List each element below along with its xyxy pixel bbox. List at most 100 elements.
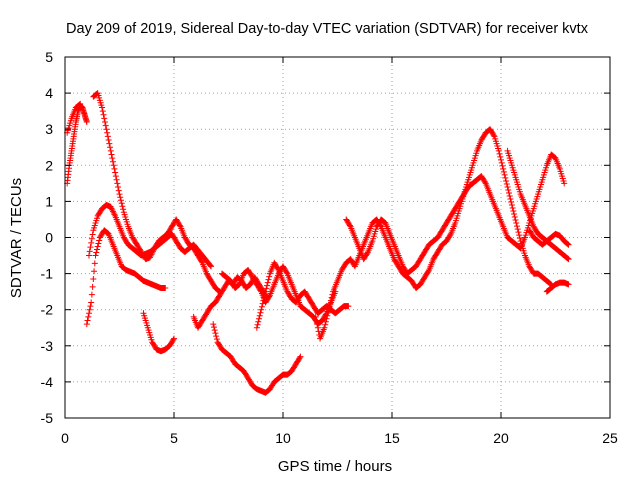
data-point xyxy=(565,281,572,288)
data-points xyxy=(64,90,572,396)
series-sat-o xyxy=(543,279,572,295)
data-point xyxy=(325,306,332,313)
data-point xyxy=(482,179,489,186)
data-point xyxy=(511,214,518,221)
data-point xyxy=(507,195,514,202)
data-point xyxy=(234,282,241,289)
data-point xyxy=(505,186,512,193)
data-point xyxy=(88,235,95,242)
data-point xyxy=(264,282,271,289)
data-point xyxy=(564,241,571,248)
data-point xyxy=(257,287,264,294)
data-point xyxy=(261,294,268,301)
data-point xyxy=(103,126,110,133)
series-sat-k xyxy=(312,126,555,342)
data-point xyxy=(213,336,220,343)
data-point xyxy=(101,118,108,125)
data-point xyxy=(447,232,454,239)
y-tick-label: 3 xyxy=(45,121,53,137)
y-tick-label: -1 xyxy=(41,266,54,282)
data-point xyxy=(327,300,334,307)
data-point xyxy=(565,256,572,263)
data-point xyxy=(84,317,91,324)
series-sat-b xyxy=(64,100,84,136)
y-tick-label: 1 xyxy=(45,193,53,209)
data-point xyxy=(490,132,497,139)
data-point xyxy=(257,309,264,316)
data-point xyxy=(322,321,329,328)
data-point xyxy=(117,197,124,204)
data-point xyxy=(87,244,94,251)
data-point xyxy=(95,240,102,247)
x-tick-label: 25 xyxy=(602,430,618,446)
data-point xyxy=(94,243,101,250)
chart-title: Day 209 of 2019, Sidereal Day-to-day VTE… xyxy=(66,21,589,37)
data-point xyxy=(210,324,217,331)
data-point xyxy=(198,258,205,265)
data-point xyxy=(509,205,516,212)
series-sat-e xyxy=(83,227,169,328)
data-point xyxy=(105,137,112,144)
data-point xyxy=(497,153,504,160)
data-point xyxy=(322,318,329,325)
data-point xyxy=(296,354,303,361)
data-point xyxy=(102,122,109,129)
x-tick-label: 5 xyxy=(170,430,178,446)
data-point xyxy=(261,291,268,298)
data-point xyxy=(564,240,571,247)
data-point xyxy=(83,118,90,125)
data-point xyxy=(514,226,521,233)
data-point xyxy=(328,294,335,301)
data-point xyxy=(85,310,92,317)
data-point xyxy=(254,321,261,328)
data-point xyxy=(109,155,116,162)
data-point xyxy=(511,211,518,218)
data-point xyxy=(111,165,118,172)
data-point xyxy=(107,144,114,151)
data-point xyxy=(210,321,217,328)
data-point xyxy=(364,250,371,257)
data-point xyxy=(381,218,388,225)
data-point xyxy=(110,162,117,169)
data-point xyxy=(561,180,568,187)
data-point xyxy=(551,153,558,160)
data-point xyxy=(313,317,320,324)
data-point xyxy=(325,309,332,316)
data-point xyxy=(513,223,520,230)
data-point xyxy=(499,162,506,169)
data-point xyxy=(346,222,353,229)
data-point xyxy=(258,303,265,310)
data-point xyxy=(425,268,432,275)
data-point xyxy=(564,255,571,262)
data-point xyxy=(208,263,215,270)
data-point xyxy=(96,237,103,244)
data-point xyxy=(508,199,515,206)
y-tick-label: 4 xyxy=(45,85,53,101)
data-point xyxy=(75,102,82,109)
data-point xyxy=(297,353,304,360)
data-point xyxy=(115,187,122,194)
data-point xyxy=(253,324,260,331)
data-point xyxy=(500,168,507,175)
series-sat-a xyxy=(64,102,90,187)
data-point xyxy=(86,248,93,255)
data-point xyxy=(170,336,177,343)
y-tick-label: 0 xyxy=(45,230,53,246)
data-point xyxy=(259,300,266,307)
series-sat-l xyxy=(343,151,568,277)
data-point xyxy=(88,299,95,306)
data-point xyxy=(99,108,106,115)
data-point xyxy=(207,262,214,269)
data-point xyxy=(115,183,122,190)
data-point xyxy=(274,265,281,272)
data-point xyxy=(255,318,262,325)
data-point xyxy=(260,297,267,304)
data-point xyxy=(314,321,321,328)
data-point xyxy=(256,315,263,322)
data-point xyxy=(176,222,183,229)
data-point xyxy=(262,288,269,295)
data-point xyxy=(85,313,92,320)
data-point xyxy=(100,111,107,118)
